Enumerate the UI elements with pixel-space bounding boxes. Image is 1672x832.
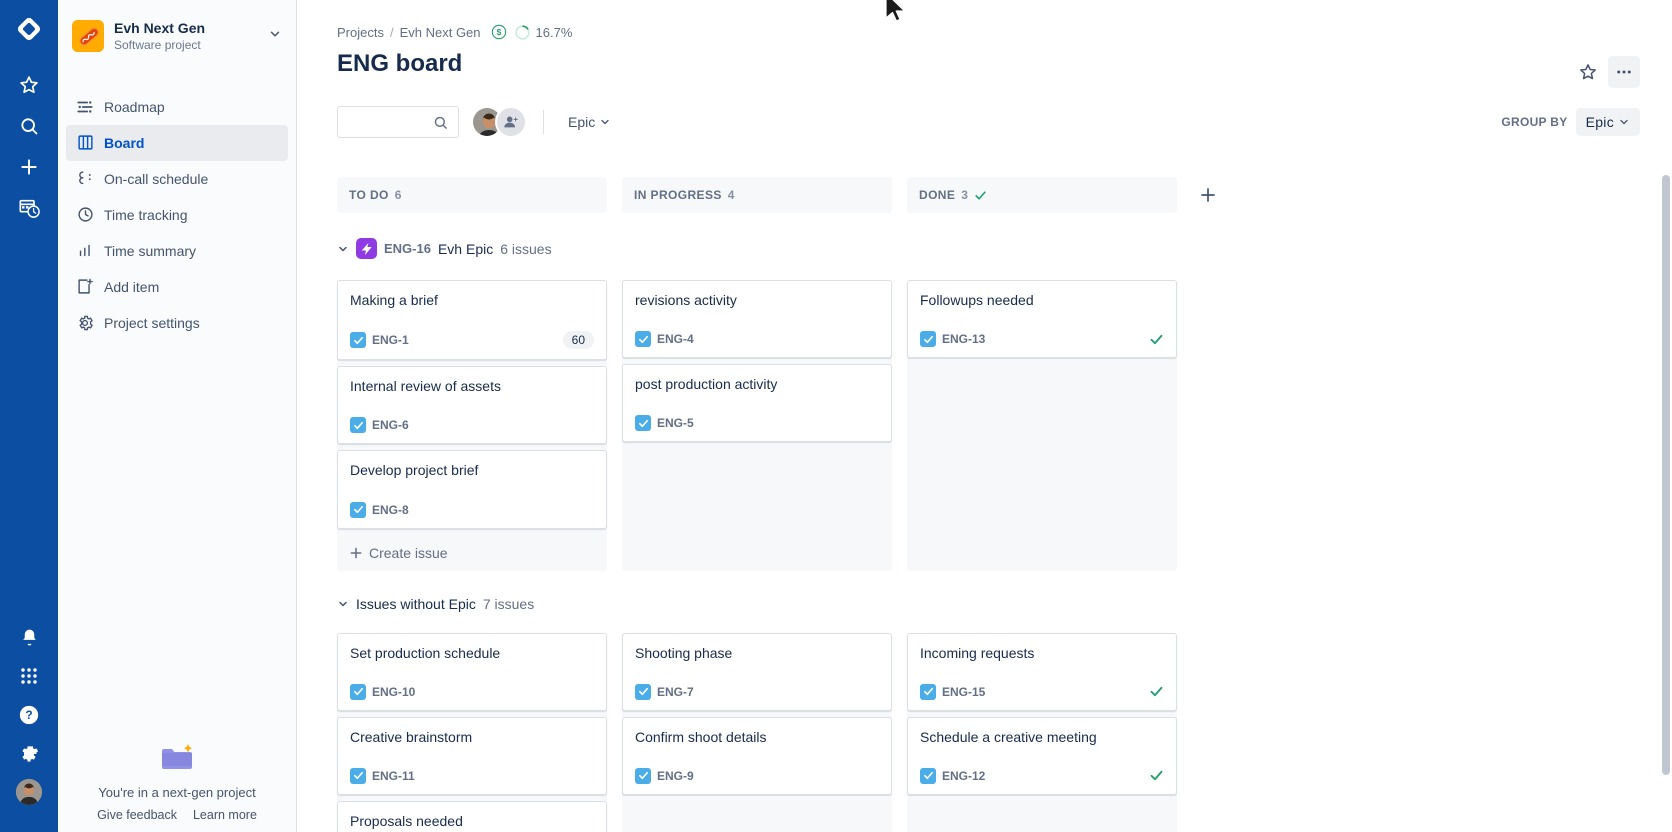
- svg-text:?: ?: [25, 708, 32, 722]
- svg-text:$: $: [496, 27, 501, 37]
